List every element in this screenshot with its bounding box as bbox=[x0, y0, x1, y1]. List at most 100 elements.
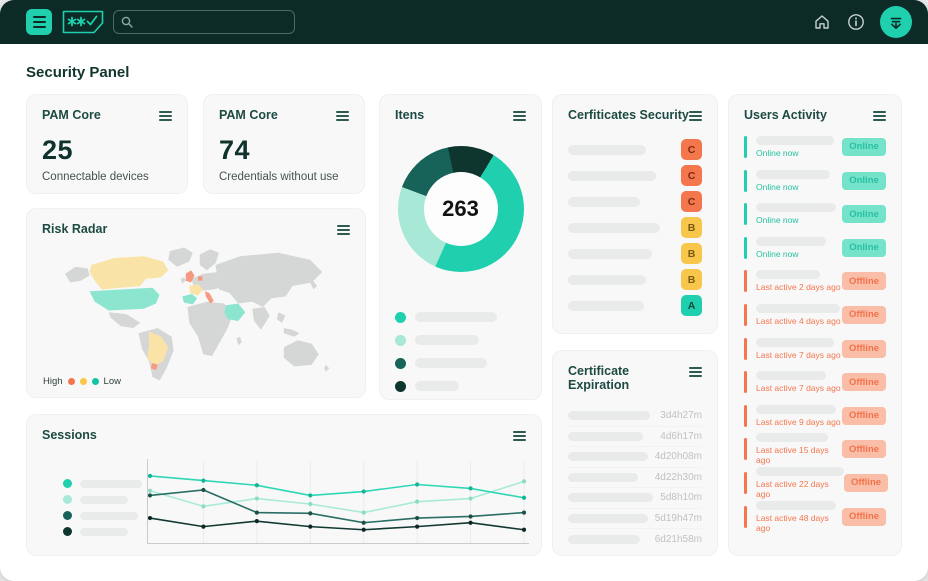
card-menu-icon[interactable] bbox=[689, 108, 702, 124]
search-input[interactable] bbox=[139, 16, 287, 28]
placeholder-bar bbox=[80, 511, 138, 520]
data-point bbox=[521, 495, 527, 500]
data-point bbox=[308, 493, 313, 498]
metric-value: 25 bbox=[42, 134, 74, 165]
placeholder-bar bbox=[568, 170, 656, 181]
expiration-time: 4d22h30m bbox=[654, 471, 702, 483]
user-last-active-label: Online now bbox=[756, 248, 799, 259]
card-menu-icon[interactable] bbox=[513, 428, 526, 444]
status-bar bbox=[744, 270, 747, 293]
user-status-badge: Online bbox=[842, 205, 886, 224]
status-bar bbox=[744, 236, 747, 259]
risk-high-dot bbox=[67, 378, 75, 385]
user-status-badge: Offline bbox=[842, 272, 886, 291]
placeholder-bar bbox=[568, 196, 640, 207]
user-last-active-label: Last active 4 days ago bbox=[756, 315, 841, 326]
data-point bbox=[415, 499, 420, 504]
sessions-line-chart[interactable] bbox=[147, 457, 529, 554]
card-menu-icon[interactable] bbox=[513, 108, 526, 124]
menu-hamburger-button[interactable] bbox=[26, 9, 52, 35]
map-region-saudi-arabia bbox=[224, 303, 246, 321]
expiration-time: 6d21h58m bbox=[654, 533, 702, 545]
card-menu-icon[interactable] bbox=[337, 222, 350, 238]
card-title: Sessions bbox=[42, 428, 97, 442]
map-region bbox=[187, 301, 233, 356]
status-bar bbox=[744, 337, 747, 360]
user-info: Online now bbox=[756, 203, 842, 225]
card-menu-icon[interactable] bbox=[159, 108, 172, 124]
user-info: Last active 48 days ago bbox=[756, 500, 842, 533]
info-icon[interactable] bbox=[846, 12, 866, 32]
line-series-1 bbox=[149, 475, 525, 499]
user-activity-row: Online now Online bbox=[744, 135, 886, 158]
placeholder-bar bbox=[568, 222, 660, 233]
status-bar bbox=[744, 203, 747, 226]
map-region bbox=[283, 327, 300, 337]
data-point bbox=[415, 524, 420, 529]
status-bar bbox=[744, 471, 747, 494]
user-name-placeholder bbox=[756, 433, 828, 443]
placeholder-bar bbox=[415, 381, 459, 392]
risk-legend-high-label: High bbox=[43, 376, 63, 387]
home-icon[interactable] bbox=[812, 12, 832, 32]
map-region bbox=[108, 312, 141, 328]
map-region bbox=[215, 252, 323, 307]
card-risk-radar: Risk Radar bbox=[26, 208, 366, 398]
map-region bbox=[283, 340, 319, 367]
user-last-active-label: Last active 7 days ago bbox=[756, 383, 841, 394]
user-info: Last active 2 days ago bbox=[756, 270, 842, 292]
card-menu-icon[interactable] bbox=[689, 364, 702, 380]
world-map bbox=[42, 244, 350, 389]
sessions-legend-item bbox=[63, 479, 142, 488]
grade-badge: C bbox=[681, 139, 702, 161]
placeholder-bar bbox=[568, 248, 652, 259]
legend-dot bbox=[63, 495, 72, 504]
placeholder-bar bbox=[415, 312, 497, 323]
data-point bbox=[521, 479, 527, 484]
data-point bbox=[521, 510, 527, 515]
user-last-active-label: Last active 2 days ago bbox=[756, 282, 841, 293]
donut-chart[interactable]: 263 bbox=[397, 145, 524, 272]
data-point bbox=[308, 511, 313, 516]
map-region bbox=[276, 312, 286, 323]
grade-badge: A bbox=[681, 295, 702, 317]
data-point bbox=[468, 486, 473, 491]
map-region bbox=[168, 247, 193, 267]
data-point bbox=[147, 473, 153, 479]
user-name-placeholder bbox=[756, 466, 844, 476]
user-info: Online now bbox=[756, 169, 842, 192]
certificate-row: C bbox=[568, 137, 702, 163]
legend-dot bbox=[63, 479, 72, 488]
user-name-placeholder bbox=[756, 203, 836, 213]
search-box[interactable] bbox=[113, 10, 295, 34]
expiration-time: 5d8h10m bbox=[660, 492, 702, 504]
user-name-placeholder bbox=[756, 169, 830, 179]
map-region bbox=[65, 266, 90, 283]
user-activity-row: Last active 7 days ago Offline bbox=[744, 371, 886, 394]
user-status-badge: Online bbox=[842, 171, 886, 190]
user-status-badge: Offline bbox=[842, 373, 886, 392]
placeholder-bar bbox=[568, 274, 646, 285]
placeholder-bar bbox=[80, 495, 128, 504]
account-avatar-button[interactable] bbox=[880, 6, 912, 38]
star-icon bbox=[67, 16, 86, 27]
data-point bbox=[254, 519, 259, 524]
donut-legend-item bbox=[395, 380, 526, 392]
donut-legend bbox=[395, 311, 526, 392]
expiration-row: 3d4h27m bbox=[568, 406, 702, 427]
status-bar bbox=[744, 404, 747, 427]
user-name-placeholder bbox=[756, 371, 826, 381]
data-point bbox=[201, 487, 206, 493]
card-title: Users Activity bbox=[744, 108, 827, 122]
card-users-activity: Users Activity Online now Online Online no… bbox=[728, 94, 902, 556]
line-series-4 bbox=[149, 517, 525, 531]
placeholder-bar bbox=[568, 431, 643, 441]
user-activity-row: Last active 15 days ago Offline bbox=[744, 433, 886, 465]
card-menu-icon[interactable] bbox=[336, 108, 349, 124]
card-menu-icon[interactable] bbox=[873, 108, 886, 124]
user-status-badge: Offline bbox=[842, 406, 886, 425]
legend-dot bbox=[395, 380, 406, 392]
map-region-france bbox=[189, 284, 204, 296]
card-title: Risk Radar bbox=[42, 222, 108, 236]
user-activity-row: Last active 22 days ago Offline bbox=[744, 466, 888, 499]
